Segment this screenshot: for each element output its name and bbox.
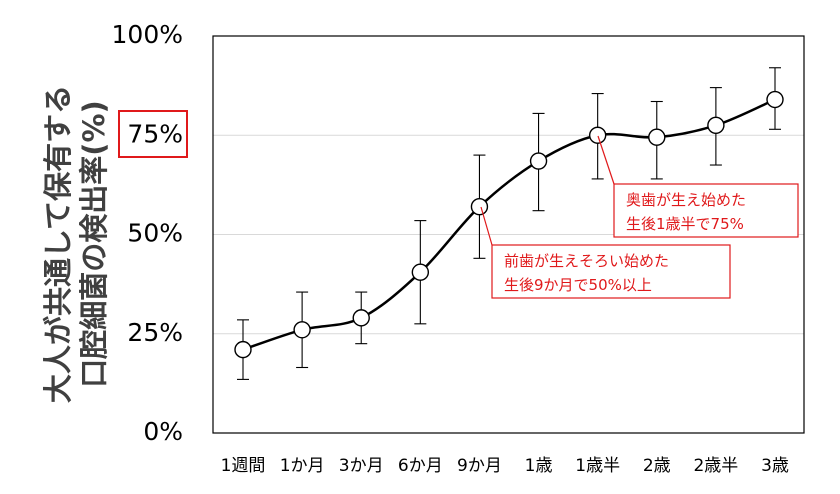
data-points — [234, 90, 784, 359]
y-axis-title-line-1: 大人が共通して保有する — [41, 85, 75, 403]
annotation-9-months-line-2: 生後9か月で50%以上 — [504, 276, 652, 294]
annotation-1-5-years-line-1: 奥歯が生え始めた — [626, 191, 746, 209]
series-line — [242, 98, 776, 351]
highlight-box-75 — [118, 110, 188, 158]
annotation-1-5-years-leader — [597, 135, 615, 185]
data-point — [411, 263, 430, 281]
annotation-9-months-leader — [480, 206, 493, 246]
x-tick-label: 2歳 — [643, 456, 671, 476]
x-tick-label: 1歳 — [525, 456, 553, 476]
data-point — [648, 128, 666, 146]
data-point — [766, 90, 784, 109]
data-point — [707, 116, 725, 135]
y-tick-label: 25% — [127, 318, 183, 347]
annotation-1-5-years: 奥歯が生え始めた 生後1歳半で75% — [597, 135, 799, 238]
x-tick-label: 9か月 — [457, 456, 502, 476]
annotation-1-5-years-box — [613, 183, 799, 238]
x-tick-label: 1歳半 — [575, 456, 620, 476]
data-point — [234, 340, 252, 359]
data-point — [470, 198, 489, 216]
annotation-1-5-years-line-2: 生後1歳半で75% — [626, 215, 744, 233]
annotation-9-months-box — [491, 244, 731, 299]
y-tick-labels: 0% 25% 50% 75% 100% — [112, 20, 183, 446]
x-tick-label: 1か月 — [280, 456, 325, 476]
data-point — [293, 321, 311, 339]
x-tick-label: 3か月 — [339, 456, 384, 476]
y-tick-label: 0% — [143, 417, 183, 446]
x-tick-label: 3歳 — [761, 456, 789, 476]
x-tick-label: 6か月 — [398, 456, 443, 476]
y-tick-label: 100% — [112, 20, 183, 49]
x-tick-labels: 1週間 1か月 3か月 6か月 9か月 1歳 1歳半 2歳 2歳半 3歳 — [221, 456, 789, 476]
data-point — [588, 126, 607, 144]
annotation-9-months-line-1: 前歯が生えそろい始めた — [504, 252, 669, 270]
plot-area-border — [212, 35, 805, 434]
data-point — [529, 152, 548, 170]
y-axis-title: 大人が共通して保有する 口腔細菌の検出率(%) — [41, 85, 111, 403]
x-tick-label: 2歳半 — [693, 456, 738, 476]
y-axis-title-line-2: 口腔細菌の検出率(%) — [77, 100, 111, 388]
y-tick-label: 50% — [127, 219, 183, 248]
data-point — [352, 309, 370, 327]
y-tick-label: 75% — [127, 119, 183, 148]
x-tick-label: 1週間 — [221, 456, 266, 476]
annotation-9-months: 前歯が生えそろい始めた 生後9か月で50%以上 — [480, 206, 731, 299]
